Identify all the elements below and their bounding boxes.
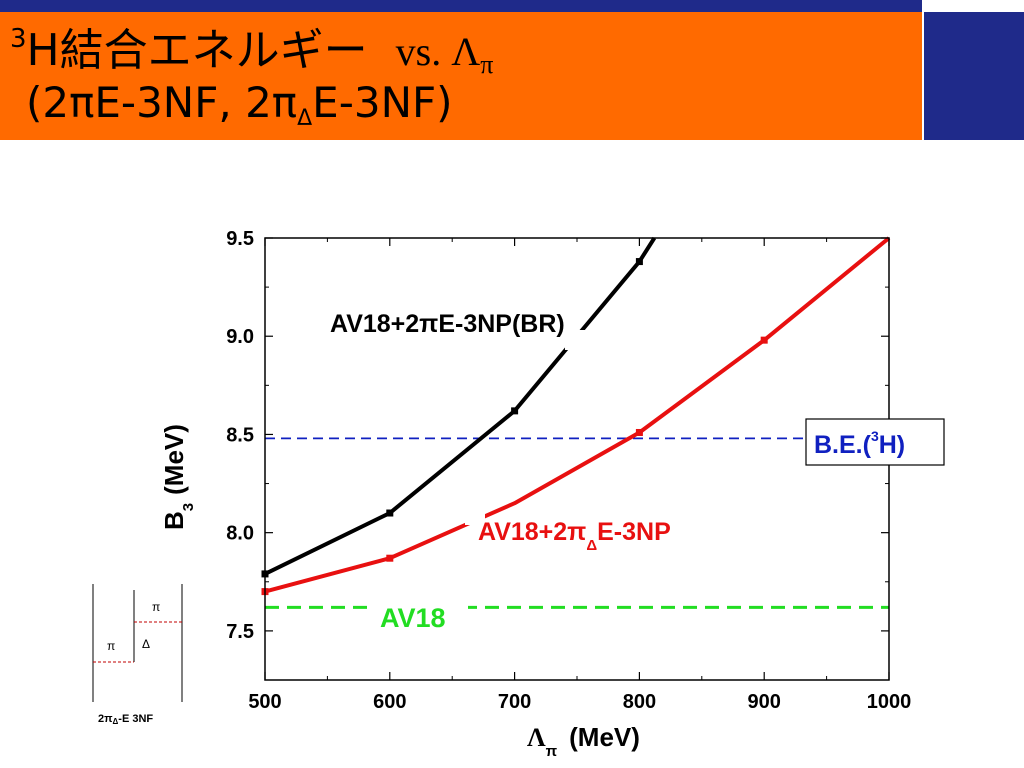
black-series-label: AV18+2πE-3NP(BR)	[330, 310, 565, 338]
page-title: 3H結合エネルギー vs. Λπ	[10, 24, 494, 79]
y-tick-label: 8.5	[226, 424, 254, 446]
be-label: B.E.(3H)	[814, 428, 905, 459]
reference-lines	[265, 437, 889, 609]
black-series-point	[511, 407, 519, 415]
corner-block	[924, 12, 1024, 140]
red-series-point	[635, 428, 643, 436]
inset-pi-left: π	[107, 639, 115, 653]
y-tick-label: 9.5	[226, 228, 254, 250]
green-label-gap	[368, 602, 468, 630]
red-series-line	[264, 236, 891, 594]
y-axis-label: B3(MeV)	[159, 424, 197, 530]
inset-caption: 2πΔ-E 3NF	[98, 713, 153, 726]
top-accent-bar	[0, 0, 922, 12]
inset-delta: Δ	[142, 637, 150, 651]
red-label-gap	[465, 505, 485, 525]
be-label-box	[805, 418, 945, 466]
inset-diagram: π π Δ 2πΔ-E 3NF	[92, 584, 183, 726]
x-tick-label: 1000	[867, 691, 912, 713]
black-series-point	[635, 258, 643, 266]
y-tick-label: 7.5	[226, 621, 254, 643]
x-tick-label: 800	[623, 691, 656, 713]
green-series-label: AV18	[380, 603, 446, 633]
black-label-gap	[565, 330, 595, 350]
y-tick-label: 9.0	[226, 326, 254, 348]
black-series-point	[386, 509, 394, 517]
tick-labels: 500 600 700 800 900 1000 7.5 8.0 8.5 9.0 9.5	[226, 228, 911, 713]
plot-frame	[264, 237, 890, 681]
y-tick-label: 8.0	[226, 523, 254, 545]
black-series-line	[264, 236, 657, 576]
red-series-point	[386, 554, 394, 562]
inset-pi-top: π	[152, 600, 160, 614]
x-tick-label: 700	[498, 691, 531, 713]
x-tick-label: 500	[248, 691, 281, 713]
red-series-point	[760, 336, 768, 344]
x-tick-label: 600	[373, 691, 406, 713]
x-tick-label: 900	[748, 691, 781, 713]
page-subtitle: (2πE-3NF, 2πΔE-3NF)	[26, 78, 453, 131]
x-axis-label: Λπ (MeV)	[527, 722, 640, 760]
axis-ticks	[264, 237, 890, 681]
title-banner	[0, 12, 922, 140]
red-series-label: AV18+2πΔE-3NP	[478, 518, 671, 554]
